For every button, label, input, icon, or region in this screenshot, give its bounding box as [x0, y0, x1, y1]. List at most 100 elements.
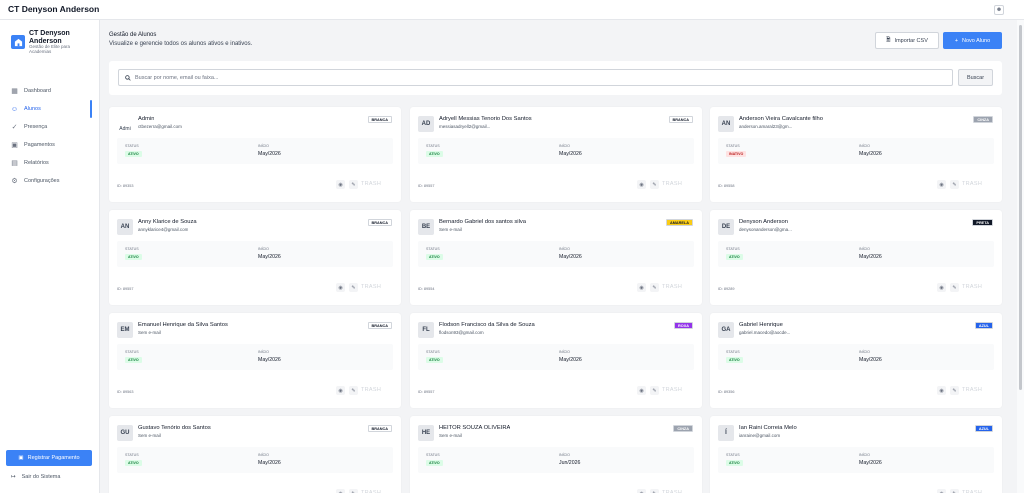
delete-button[interactable]: TRASH [361, 387, 382, 393]
view-icon[interactable]: ◉ [937, 180, 946, 189]
view-icon[interactable]: ◉ [637, 283, 646, 292]
view-icon[interactable]: ◉ [637, 180, 646, 189]
student-name: Anderson Vieira Cavalcante filho [739, 116, 823, 122]
sidebar-item-relatorios[interactable]: ▤ Relatórios [0, 154, 100, 172]
student-stats: STATUS INÍCIO ATIVO May/2026 [117, 344, 393, 370]
edit-icon[interactable]: ✎ [650, 489, 659, 493]
sidebar-item-alunos[interactable]: ☺ Alunos [0, 100, 100, 118]
delete-button[interactable]: TRASH [662, 284, 683, 290]
view-icon[interactable]: ◉ [937, 386, 946, 395]
view-icon[interactable]: ◉ [336, 180, 345, 189]
start-date: May/2026 [258, 254, 281, 260]
sidebar-item-dashboard[interactable]: ▦ Dashboard [0, 82, 100, 100]
belt-badge: PRETA [972, 219, 993, 226]
edit-icon[interactable]: ✎ [349, 386, 358, 395]
student-id: ID: 89563 [117, 390, 134, 394]
delete-button[interactable]: TRASH [662, 490, 683, 493]
edit-icon[interactable]: ✎ [349, 283, 358, 292]
page-subtitle: Visualize e gerencie todos os alunos ati… [109, 41, 253, 47]
belt-badge: CINZA [973, 116, 993, 123]
sidebar-item-configuracoes[interactable]: ⚙ Configurações [0, 172, 100, 190]
start-label: INÍCIO [258, 247, 269, 251]
edit-icon[interactable]: ✎ [950, 180, 959, 189]
sidebar-item-pagamentos[interactable]: ▣ Pagamentos [0, 136, 100, 154]
delete-button[interactable]: TRASH [962, 490, 983, 493]
belt-badge: BRANCA [367, 425, 392, 432]
status-badge: ATIVO [426, 254, 443, 260]
edit-icon[interactable]: ✎ [650, 180, 659, 189]
view-icon[interactable]: ◉ [336, 489, 345, 493]
delete-button[interactable]: TRASH [662, 387, 683, 393]
student-email: anderson.amaral23@gm... [739, 124, 793, 129]
start-label: INÍCIO [859, 453, 870, 457]
view-icon[interactable]: ◉ [937, 283, 946, 292]
student-email: Sem e-mail [138, 433, 161, 438]
student-card: DE Denyson Anderson denysonanderson@gma...… [710, 210, 1002, 305]
delete-button[interactable]: TRASH [662, 181, 683, 187]
page-title: Gestão de Alunos [109, 32, 157, 38]
scrollbar[interactable] [1017, 20, 1024, 493]
delete-button[interactable]: TRASH [962, 181, 983, 187]
student-email: ctbezerra@gmail.com [138, 124, 182, 129]
start-date: May/2026 [859, 254, 882, 260]
start-label: INÍCIO [859, 247, 870, 251]
status-badge: ATIVO [125, 151, 142, 157]
view-icon[interactable]: ◉ [637, 489, 646, 493]
start-date: May/2026 [859, 357, 882, 363]
avatar: BE [418, 219, 434, 235]
user-icon[interactable]: ☻ [994, 5, 1004, 15]
student-card: AD Adryell Messias Tenorio Dos Santos mess… [410, 107, 702, 202]
user-check-icon: ✓ [11, 123, 18, 131]
student-name: Ían Raini Correia Melo [739, 425, 797, 431]
cash-icon: ▣ [11, 141, 18, 149]
sidebar-item-presenca[interactable]: ✓ Presença [0, 118, 100, 136]
student-id: ID: 89557 [117, 287, 134, 291]
register-payment-button[interactable]: ▣ Registrar Pagamento [6, 450, 92, 466]
search-button[interactable]: Buscar [958, 69, 993, 86]
belt-badge: BRANCA [367, 219, 392, 226]
top-bar: CT Denyson Anderson ☻ [0, 0, 1024, 20]
delete-button[interactable]: TRASH [361, 284, 382, 290]
student-id: ID: 89557 [418, 184, 435, 188]
edit-icon[interactable]: ✎ [950, 489, 959, 493]
edit-icon[interactable]: ✎ [349, 489, 358, 493]
brand-name: CT Denyson Anderson [29, 30, 70, 45]
sidebar-item-label: Relatórios [24, 160, 49, 166]
search-box[interactable] [118, 69, 953, 86]
search-panel: Buscar [109, 61, 1002, 95]
edit-icon[interactable]: ✎ [650, 386, 659, 395]
view-icon[interactable]: ◉ [637, 386, 646, 395]
start-label: INÍCIO [559, 144, 570, 148]
student-name: Denyson Anderson [739, 219, 788, 225]
edit-icon[interactable]: ✎ [650, 283, 659, 292]
delete-button[interactable]: TRASH [962, 284, 983, 290]
logout-label: Sair do Sistema [21, 474, 61, 480]
edit-icon[interactable]: ✎ [349, 180, 358, 189]
status-label: STATUS [726, 453, 740, 457]
belt-badge: AMARELA [666, 219, 693, 226]
student-name: Gabriel Henrique [739, 322, 783, 328]
logout-button[interactable]: ↦ Sair do Sistema [11, 474, 60, 480]
view-icon[interactable]: ◉ [336, 386, 345, 395]
delete-button[interactable]: TRASH [361, 181, 382, 187]
edit-icon[interactable]: ✎ [950, 386, 959, 395]
student-card: AN Anderson Vieira Cavalcante filho anders… [710, 107, 1002, 202]
student-id: ID: 89353 [117, 184, 134, 188]
belt-badge: BRANCA [668, 116, 693, 123]
status-label: STATUS [726, 144, 740, 148]
student-card: EM Emanuel Henrique da Silva Santos Sem e-… [109, 313, 401, 408]
delete-button[interactable]: TRASH [361, 490, 382, 493]
delete-button[interactable]: TRASH [962, 387, 983, 393]
sidebar-item-label: Presença [24, 124, 48, 130]
users-icon: ☺ [10, 105, 19, 113]
view-icon[interactable]: ◉ [937, 489, 946, 493]
new-student-button[interactable]: + Novo Aluno [943, 32, 1002, 49]
scrollbar-thumb[interactable] [1019, 25, 1022, 390]
student-card: GA Gabriel Henrique gabriel.macedo@aocde..… [710, 313, 1002, 408]
view-icon[interactable]: ◉ [336, 283, 345, 292]
edit-icon[interactable]: ✎ [950, 283, 959, 292]
search-input[interactable] [135, 74, 935, 81]
student-stats: STATUS INÍCIO ATIVO May/2026 [718, 447, 994, 473]
new-student-label: Novo Aluno [962, 37, 991, 44]
import-csv-button[interactable]: 🗎 Importar CSV [875, 32, 939, 49]
